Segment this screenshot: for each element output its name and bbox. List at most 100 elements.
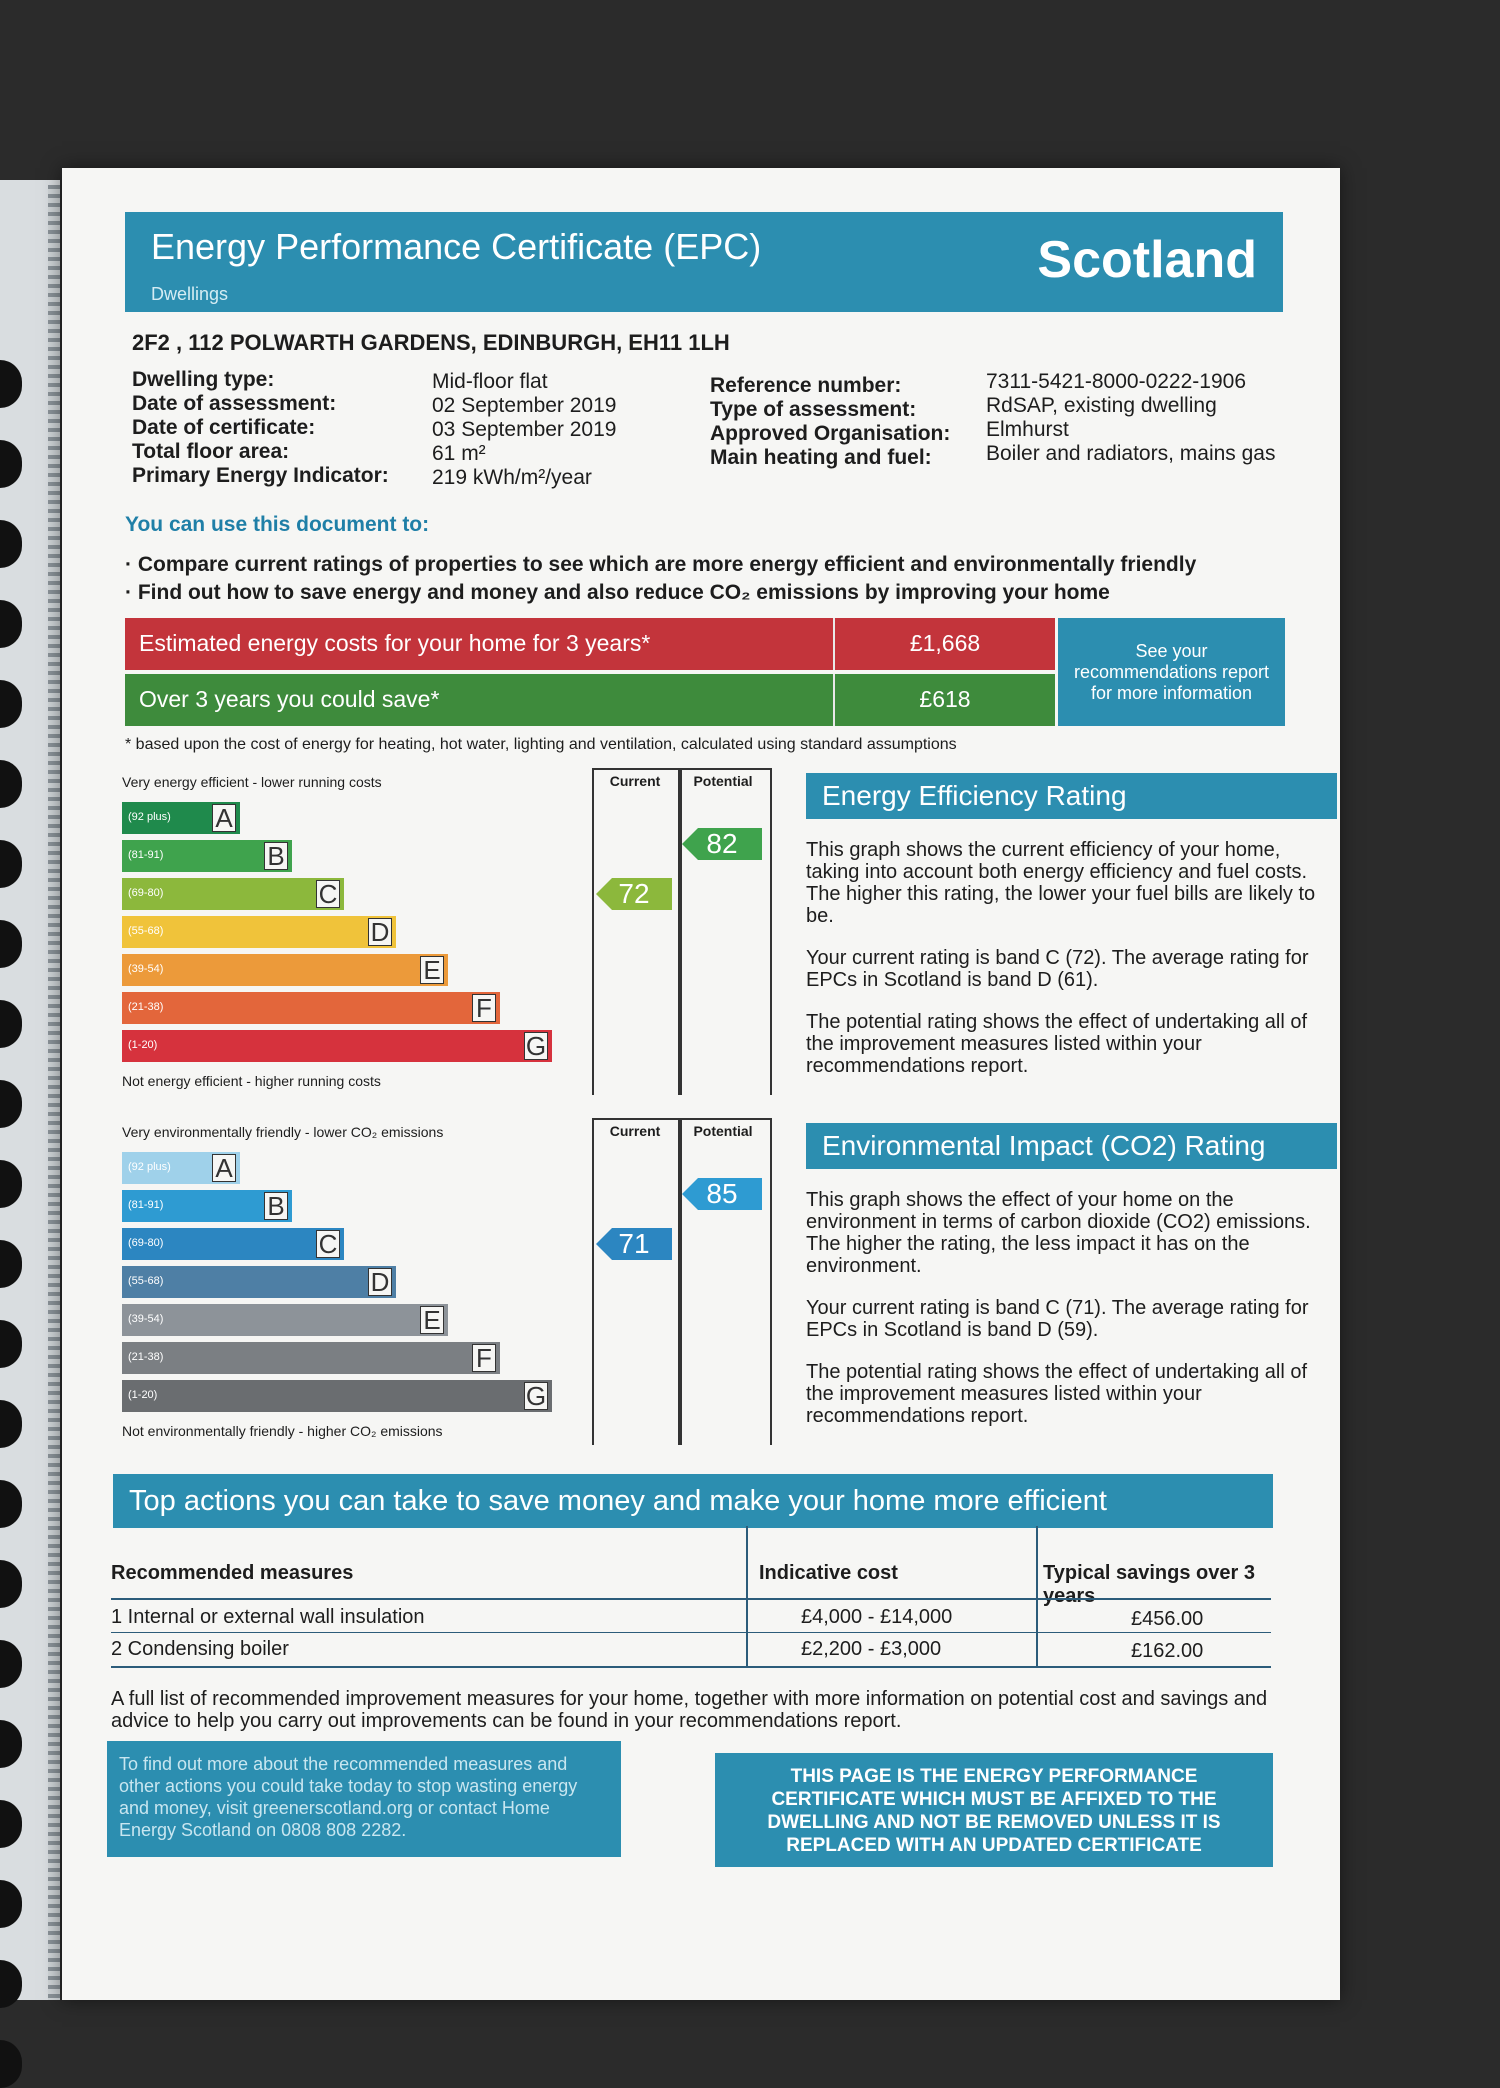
binder-hole: [0, 1080, 22, 1128]
band-range: (1-20): [128, 1389, 158, 1401]
current-rating-arrow: 72: [596, 878, 672, 910]
table-cell: 1 Internal or external wall insulation: [111, 1606, 425, 1628]
list-item: · Compare current ratings of properties …: [125, 553, 1197, 576]
band-letter: B: [264, 842, 288, 870]
env-rating-text: Your current rating is band C (71). The …: [806, 1297, 1309, 1341]
binder-hole: [0, 1640, 22, 1688]
env-rating-text: The potential rating shows the effect of…: [806, 1361, 1308, 1427]
energy-costs: Estimated energy costs for your home for…: [125, 618, 1285, 730]
band-letter: A: [212, 804, 236, 832]
potential-header: Potential: [693, 773, 753, 789]
rating-band-g: (1-20) G: [122, 1030, 552, 1062]
band-letter: F: [472, 1344, 496, 1372]
current-column: [592, 768, 682, 1095]
detail-label: Primary Energy Indicator:: [132, 464, 389, 487]
detail-label: Type of assessment:: [710, 398, 917, 421]
rating-band-c: (69-80) C: [122, 878, 344, 910]
energy-efficiency-chart: Very energy efficient - lower running co…: [122, 768, 772, 1095]
recommendations-note: See your recommendations report for more…: [1058, 618, 1285, 726]
current-column: [592, 1118, 682, 1445]
band-range: (69-80): [128, 887, 164, 899]
band-range: (55-68): [128, 1275, 164, 1287]
divider: [833, 618, 835, 670]
epc-page: Energy Performance Certificate (EPC) Dwe…: [62, 168, 1340, 2000]
divider: [111, 1598, 1271, 1600]
env-rating-text: This graph shows the effect of your home…: [806, 1189, 1311, 1277]
binder-hole: [0, 680, 22, 728]
use-list: · Compare current ratings of properties …: [125, 553, 1196, 609]
actions-title: Top actions you can take to save money a…: [113, 1474, 1273, 1528]
rating-band-a: (92 plus) A: [122, 1152, 240, 1184]
env-rating-title: Environmental Impact (CO2) Rating: [806, 1123, 1337, 1169]
band-range: (39-54): [128, 1313, 164, 1325]
binder-hole: [0, 1800, 22, 1848]
cost-footnote: * based upon the cost of energy for heat…: [125, 736, 957, 753]
binder-hole: [0, 2040, 22, 2088]
rating-band-e: (39-54) E: [122, 1304, 448, 1336]
binder-hole: [0, 760, 22, 808]
divider: [111, 1666, 1271, 1668]
current-header: Current: [609, 773, 661, 789]
chart-top-label: Very energy efficient - lower running co…: [122, 774, 382, 790]
detail-value: Elmhurst: [986, 418, 1069, 441]
band-letter: G: [524, 1381, 548, 1411]
binder-hole: [0, 1400, 22, 1448]
potential-column: [678, 768, 772, 1095]
rating-band-c: (69-80) C: [122, 1228, 344, 1260]
detail-value: 61 m²: [432, 442, 486, 465]
column-header: Indicative cost: [759, 1562, 898, 1584]
page-subtitle: Dwellings: [151, 284, 229, 304]
savings-label: Over 3 years you could save*: [139, 686, 440, 712]
band-letter: C: [316, 1230, 340, 1258]
band-letter: C: [316, 880, 340, 908]
band-letter: F: [472, 994, 496, 1022]
detail-value: 219 kWh/m²/year: [432, 466, 592, 489]
table-cell: £2,200 - £3,000: [801, 1638, 942, 1660]
rating-band-d: (55-68) D: [122, 1266, 396, 1298]
band-range: (92 plus): [128, 811, 171, 823]
detail-label: Date of certificate:: [132, 416, 316, 439]
detail-label: Reference number:: [710, 374, 902, 397]
band-range: (69-80): [128, 1237, 164, 1249]
estimated-cost-label: Estimated energy costs for your home for…: [139, 630, 651, 656]
estimated-cost-value: £1,668: [909, 630, 981, 656]
current-header: Current: [609, 1123, 661, 1139]
band-range: (39-54): [128, 963, 164, 975]
band-range: (21-38): [128, 1001, 164, 1013]
rating-band-f: (21-38) F: [122, 1342, 500, 1374]
binder-hole: [0, 1320, 22, 1368]
savings-value: £618: [919, 686, 971, 712]
estimated-cost-row: Estimated energy costs for your home for…: [125, 618, 1055, 670]
binder-hole: [0, 920, 22, 968]
rating-band-e: (39-54) E: [122, 954, 448, 986]
detail-value: 03 September 2019: [432, 418, 617, 441]
potential-header: Potential: [693, 1123, 753, 1139]
property-address: 2F2 , 112 POLWARTH GARDENS, EDINBURGH, E…: [132, 330, 730, 355]
band-letter: D: [368, 918, 392, 946]
list-item: · Find out how to save energy and money …: [125, 581, 1110, 604]
band-range: (1-20): [128, 1039, 158, 1051]
potential-column: [678, 1118, 772, 1445]
binder-hole: [0, 360, 22, 408]
band-range: (81-91): [128, 849, 164, 861]
energy-rating-title: Energy Efficiency Rating: [806, 773, 1337, 819]
binder-hole: [0, 1960, 22, 2008]
detail-value: Mid-floor flat: [432, 370, 548, 393]
page-title: Energy Performance Certificate (EPC): [151, 226, 762, 267]
detail-label: Date of assessment:: [132, 392, 337, 415]
detail-value: 02 September 2019: [432, 394, 617, 417]
band-range: (21-38): [128, 1351, 164, 1363]
rating-band-d: (55-68) D: [122, 916, 396, 948]
table-cell: £4,000 - £14,000: [801, 1606, 953, 1628]
binder-edge: [48, 185, 60, 2000]
detail-label: Total floor area:: [132, 440, 290, 463]
band-letter: G: [524, 1031, 548, 1061]
detail-label: Main heating and fuel:: [710, 446, 932, 469]
energy-rating-text: Your current rating is band C (72). The …: [806, 947, 1309, 991]
detail-label: Dwelling type:: [132, 368, 275, 391]
divider: [833, 674, 835, 726]
band-range: (55-68): [128, 925, 164, 937]
rating-band-b: (81-91) B: [122, 1190, 292, 1222]
full-list-note: A full list of recommended improvement m…: [111, 1688, 1268, 1732]
band-range: (92 plus): [128, 1161, 171, 1173]
